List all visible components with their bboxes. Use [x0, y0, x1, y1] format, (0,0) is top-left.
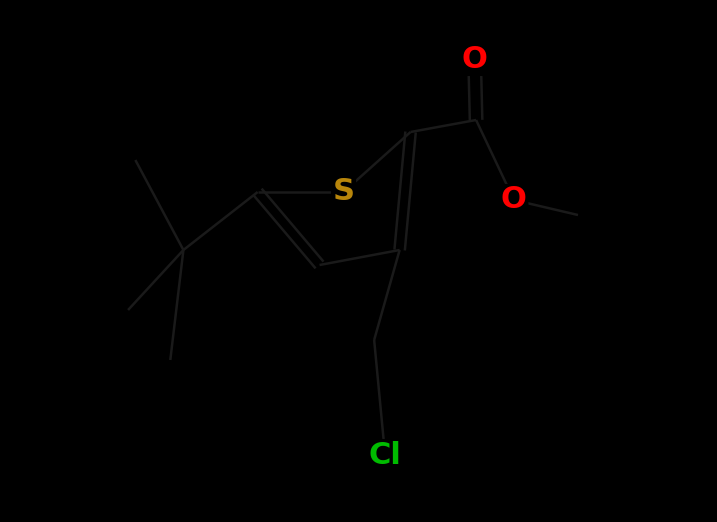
Text: O: O [462, 45, 488, 75]
Text: Cl: Cl [369, 441, 402, 469]
Text: S: S [333, 177, 355, 207]
Text: O: O [501, 185, 527, 215]
